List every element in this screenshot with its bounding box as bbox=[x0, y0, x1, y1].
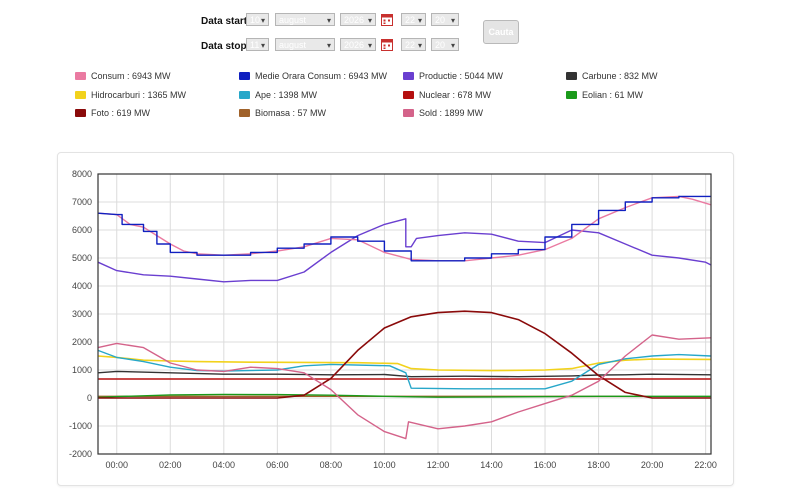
x-tick-label: 22:00 bbox=[694, 460, 717, 470]
legend-item-foto[interactable]: Foto : 619 MW bbox=[75, 107, 150, 119]
legend-label: Hidrocarburi : 1365 MW bbox=[91, 90, 187, 100]
chevron-down-icon: ▾ bbox=[450, 41, 455, 50]
plot-frame bbox=[97, 173, 712, 455]
legend-swatch bbox=[403, 91, 414, 99]
legend-item-productie[interactable]: Productie : 5044 MW bbox=[403, 70, 503, 82]
start-hour-select[interactable]: 22 ▾ bbox=[401, 13, 426, 26]
legend-label: Productie : 5044 MW bbox=[419, 71, 504, 81]
y-tick-label: 6000 bbox=[72, 225, 92, 235]
legend-label: Medie Orara Consum : 6943 MW bbox=[255, 71, 388, 81]
legend-swatch bbox=[239, 109, 250, 117]
x-tick-label: 06:00 bbox=[266, 460, 289, 470]
series-line-ape bbox=[97, 349, 712, 390]
y-tick-label: 5000 bbox=[72, 253, 92, 263]
stop-minute-select[interactable]: 20 ▾ bbox=[431, 38, 459, 51]
legend-item-ape[interactable]: Ape : 1398 MW bbox=[239, 89, 317, 101]
chevron-down-icon: ▾ bbox=[260, 41, 265, 50]
series-line-productie bbox=[97, 218, 712, 283]
y-tick-label: -1000 bbox=[69, 421, 92, 431]
stop-label: Data stop bbox=[201, 41, 247, 52]
x-tick-label: 00:00 bbox=[105, 460, 128, 470]
chevron-down-icon: ▾ bbox=[417, 41, 422, 50]
legend-item-hidrocarburi[interactable]: Hidrocarburi : 1365 MW bbox=[75, 89, 186, 101]
x-tick-label: 20:00 bbox=[641, 460, 664, 470]
x-tick-label: 14:00 bbox=[480, 460, 503, 470]
series-line-sold bbox=[97, 334, 712, 440]
chevron-down-icon: ▾ bbox=[450, 16, 455, 25]
start-label: Data start bbox=[201, 16, 248, 27]
chevron-down-icon: ▾ bbox=[326, 16, 331, 25]
chevron-down-icon: ▾ bbox=[417, 16, 422, 25]
y-tick-label: 0 bbox=[87, 393, 92, 403]
x-tick-label: 12:00 bbox=[427, 460, 450, 470]
y-tick-label: 2000 bbox=[72, 337, 92, 347]
line-chart: -2000 -1000 0 1000 2000 3000 4000 5000 6000 7000 8… bbox=[69, 169, 717, 470]
x-tick-label: 16:00 bbox=[534, 460, 557, 470]
legend-item-nuclear[interactable]: Nuclear : 678 MW bbox=[403, 89, 491, 101]
start-month-select[interactable]: august ▾ bbox=[275, 13, 335, 26]
chevron-down-icon: ▾ bbox=[367, 16, 372, 25]
legend-swatch bbox=[566, 91, 577, 99]
stop-month-select[interactable]: august ▾ bbox=[275, 38, 335, 51]
y-tick-label: 8000 bbox=[72, 169, 92, 179]
legend-swatch bbox=[75, 109, 86, 117]
legend-label: Foto : 619 MW bbox=[91, 108, 151, 118]
series-line-medie-orara-consum bbox=[97, 195, 711, 262]
stop-day-select[interactable]: 11 ▾ bbox=[246, 38, 269, 51]
x-tick-label: 02:00 bbox=[159, 460, 182, 470]
legend-item-medie[interactable]: Medie Orara Consum : 6943 MW bbox=[239, 70, 387, 82]
legend-item-sold[interactable]: Sold : 1899 MW bbox=[403, 107, 483, 119]
chart-panel: -2000 -1000 0 1000 2000 3000 4000 5000 6000 7000 8… bbox=[57, 152, 734, 486]
y-tick-label: 1000 bbox=[72, 365, 92, 375]
chevron-down-icon: ▾ bbox=[367, 41, 372, 50]
x-tick-label: 10:00 bbox=[373, 460, 396, 470]
legend-label: Consum : 6943 MW bbox=[91, 71, 171, 81]
y-tick-label: -2000 bbox=[69, 449, 92, 459]
y-tick-label: 3000 bbox=[72, 309, 92, 319]
legend-label: Eolian : 61 MW bbox=[582, 90, 644, 100]
x-tick-label: 08:00 bbox=[320, 460, 343, 470]
chevron-down-icon: ▾ bbox=[260, 16, 265, 25]
series-line-consum bbox=[97, 195, 712, 262]
legend-swatch bbox=[239, 72, 250, 80]
legend-item-consum[interactable]: Consum : 6943 MW bbox=[75, 70, 171, 82]
legend-label: Sold : 1899 MW bbox=[419, 108, 484, 118]
legend-item-biomasa[interactable]: Biomasa : 57 MW bbox=[239, 107, 326, 119]
start-year-select[interactable]: 2026 ▾ bbox=[340, 13, 376, 26]
legend-swatch bbox=[75, 91, 86, 99]
stop-year-select[interactable]: 2026 ▾ bbox=[340, 38, 376, 51]
chevron-down-icon: ▾ bbox=[326, 41, 331, 50]
search-button[interactable]: Cauta bbox=[483, 20, 519, 44]
y-tick-label: 4000 bbox=[72, 281, 92, 291]
legend-label: Nuclear : 678 MW bbox=[419, 90, 492, 100]
legend-swatch bbox=[403, 72, 414, 80]
legend-label: Biomasa : 57 MW bbox=[255, 108, 327, 118]
legend-swatch bbox=[566, 72, 577, 80]
calendar-icon[interactable] bbox=[381, 13, 393, 26]
legend-label: Ape : 1398 MW bbox=[255, 90, 318, 100]
stop-hour-select[interactable]: 22 ▾ bbox=[401, 38, 426, 51]
series-line-eolian bbox=[97, 393, 711, 399]
y-tick-label: 7000 bbox=[72, 197, 92, 207]
calendar-icon[interactable] bbox=[381, 38, 393, 51]
x-tick-label: 18:00 bbox=[587, 460, 610, 470]
legend-swatch bbox=[239, 91, 250, 99]
series-line-carbune bbox=[97, 370, 712, 378]
legend-item-carbune[interactable]: Carbune : 832 MW bbox=[566, 70, 658, 82]
legend-label: Carbune : 832 MW bbox=[582, 71, 658, 81]
legend-swatch bbox=[75, 72, 86, 80]
x-tick-label: 04:00 bbox=[213, 460, 236, 470]
start-day-select[interactable]: 10 ▾ bbox=[246, 13, 269, 26]
legend-item-eolian[interactable]: Eolian : 61 MW bbox=[566, 89, 643, 101]
legend-swatch bbox=[403, 109, 414, 117]
start-minute-select[interactable]: 20 ▾ bbox=[431, 13, 459, 26]
